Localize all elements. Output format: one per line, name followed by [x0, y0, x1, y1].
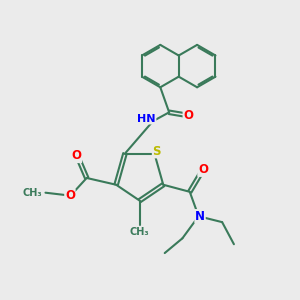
Text: O: O: [198, 163, 208, 176]
Text: O: O: [65, 189, 75, 202]
Text: S: S: [152, 145, 161, 158]
Text: CH₃: CH₃: [23, 188, 43, 198]
Text: N: N: [195, 210, 205, 223]
Text: HN: HN: [137, 114, 156, 124]
Text: CH₃: CH₃: [130, 227, 149, 237]
Text: O: O: [71, 149, 81, 162]
Text: O: O: [183, 109, 193, 122]
